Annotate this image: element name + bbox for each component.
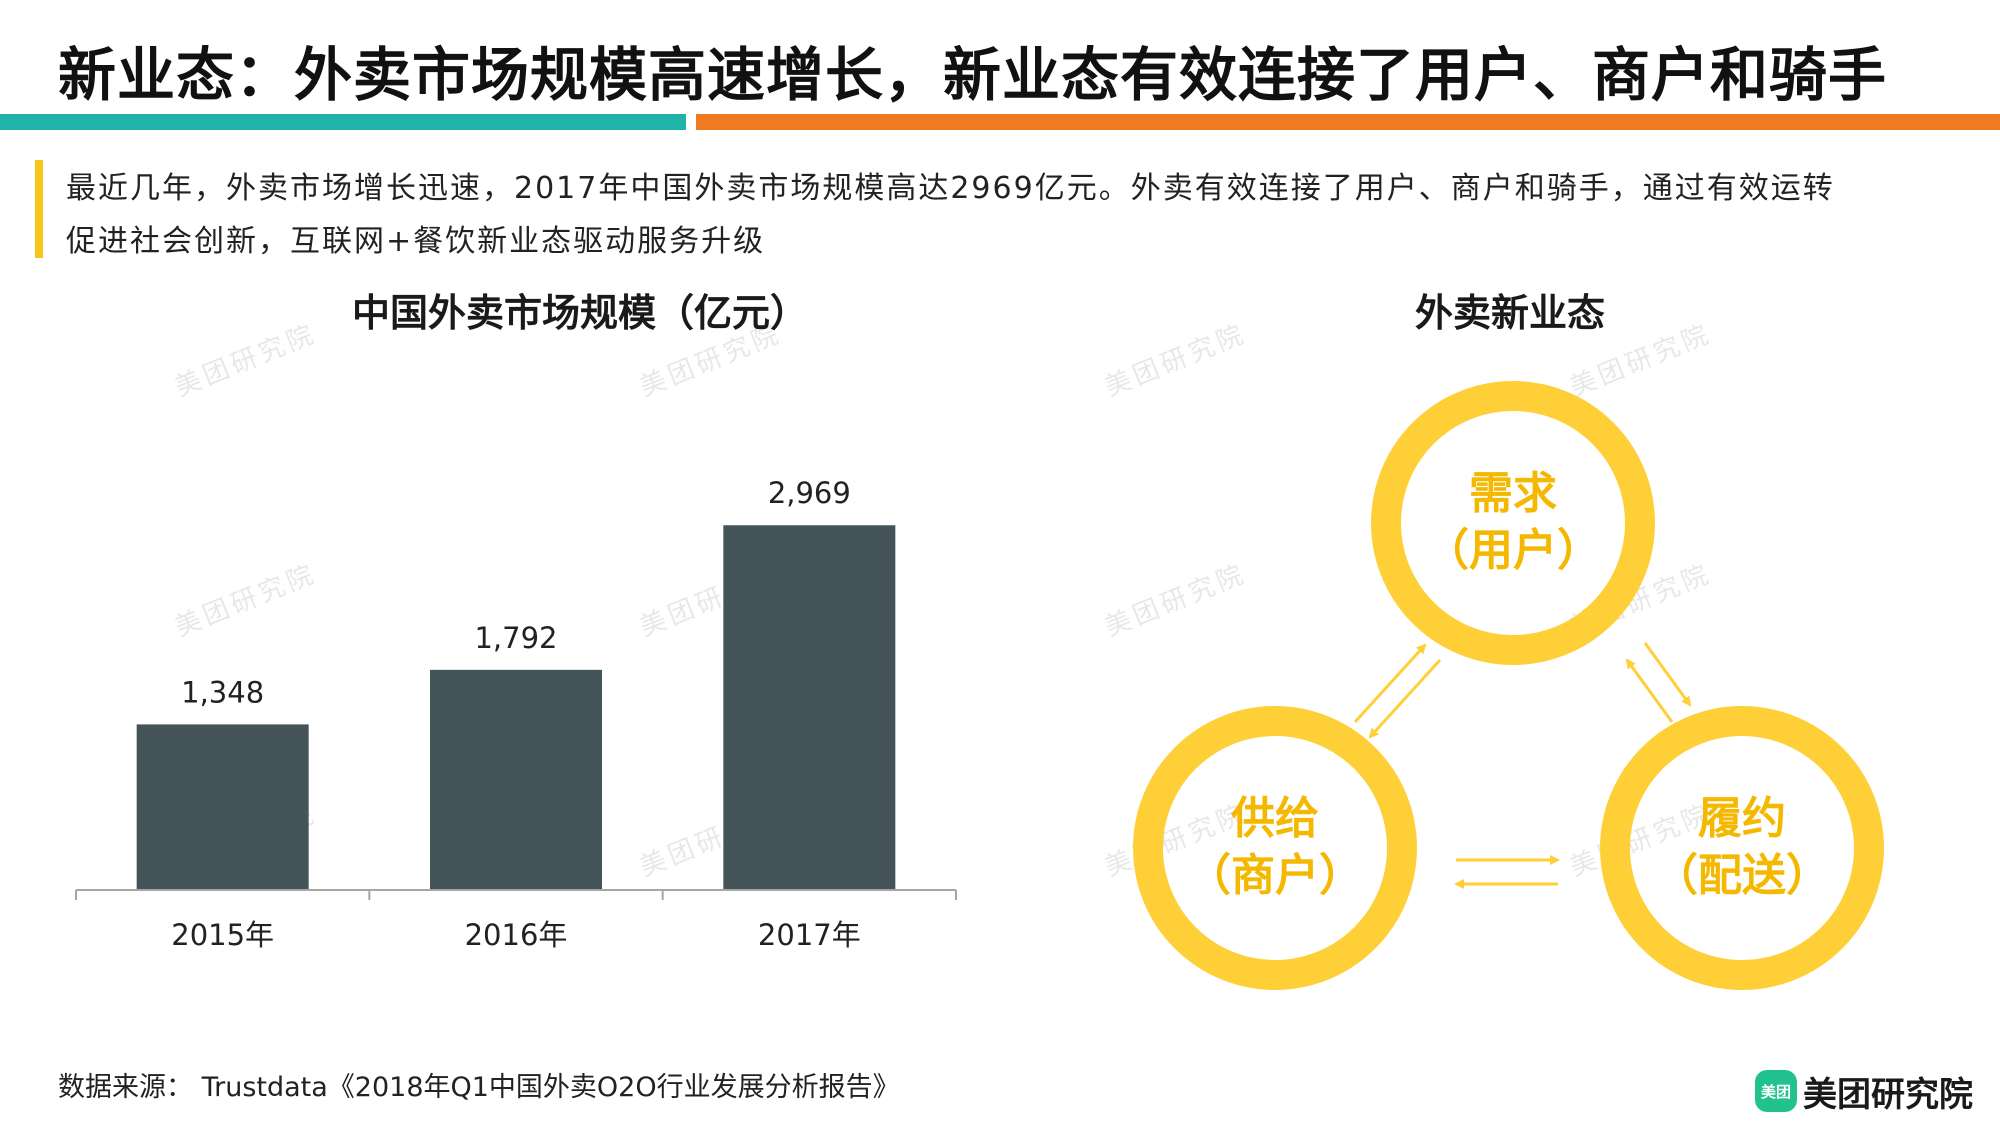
bar-chart: 1,348 2015年 1,792 2016年 2,969 2017年: [75, 476, 957, 952]
ring-delivery: [1600, 706, 1884, 990]
node-demand-label: 需求: [1469, 468, 1557, 519]
bar-2015年: [136, 724, 309, 890]
title-underline-teal: [0, 114, 686, 130]
title-underline-orange: [696, 114, 2000, 130]
arrow-demand-to-supply: [1368, 658, 1442, 739]
description-accent-bar: [35, 160, 43, 258]
data-source-note: 数据来源： Trustdata《2018年Q1中国外卖O2O行业发展分析报告》: [58, 1072, 900, 1103]
arrow-demand-to-delivery: [1643, 642, 1692, 707]
arrow-delivery-to-demand: [1625, 658, 1674, 723]
ring-supply: [1133, 706, 1417, 990]
arrow-supply-to-demand: [1353, 643, 1427, 724]
description-line-1: 最近几年，外卖市场增长迅速，2017年中国外卖市场规模高达2969亿元。外卖有效…: [66, 171, 1835, 206]
diagram-title: 外卖新业态: [1414, 291, 1605, 335]
x-axis-category-label: 2017年: [758, 918, 861, 952]
bar-value-label: 1,792: [474, 621, 557, 655]
x-axis-category-label: 2016年: [465, 918, 568, 952]
description-line-2: 促进社会创新，互联网+餐饮新业态驱动服务升级: [66, 224, 766, 259]
x-axis-category-label: 2015年: [171, 918, 274, 952]
node-supply-sublabel: （商户）: [1187, 850, 1363, 901]
brand-logo-text: 美团研究院: [1803, 1074, 1973, 1115]
node-supply-label: 供给: [1231, 793, 1319, 844]
node-delivery-sublabel: （配送）: [1654, 850, 1830, 901]
description: 最近几年，外卖市场增长迅速，2017年中国外卖市场规模高达2969亿元。外卖有效…: [66, 162, 1966, 268]
chart-title: 中国外卖市场规模（亿元）: [351, 291, 808, 335]
node-delivery-label: 履约: [1698, 793, 1786, 844]
node-demand-sublabel: （用户）: [1425, 525, 1601, 576]
bar-value-label: 2,969: [768, 476, 851, 510]
bar-value-label: 1,348: [181, 675, 264, 709]
business-model-diagram: 需求 （用户） 供给 （商户） 履约 （配送）: [1133, 381, 1884, 990]
brand-logo: 美团 美团研究院: [1755, 1068, 1973, 1115]
bar-2016年: [430, 669, 602, 890]
page-title: 新业态：外卖市场规模高速增长，新业态有效连接了用户、商户和骑手: [58, 41, 1888, 109]
ring-demand: [1371, 381, 1655, 665]
brand-logo-icon: 美团: [1755, 1070, 1797, 1112]
bar-2017年: [723, 525, 896, 890]
